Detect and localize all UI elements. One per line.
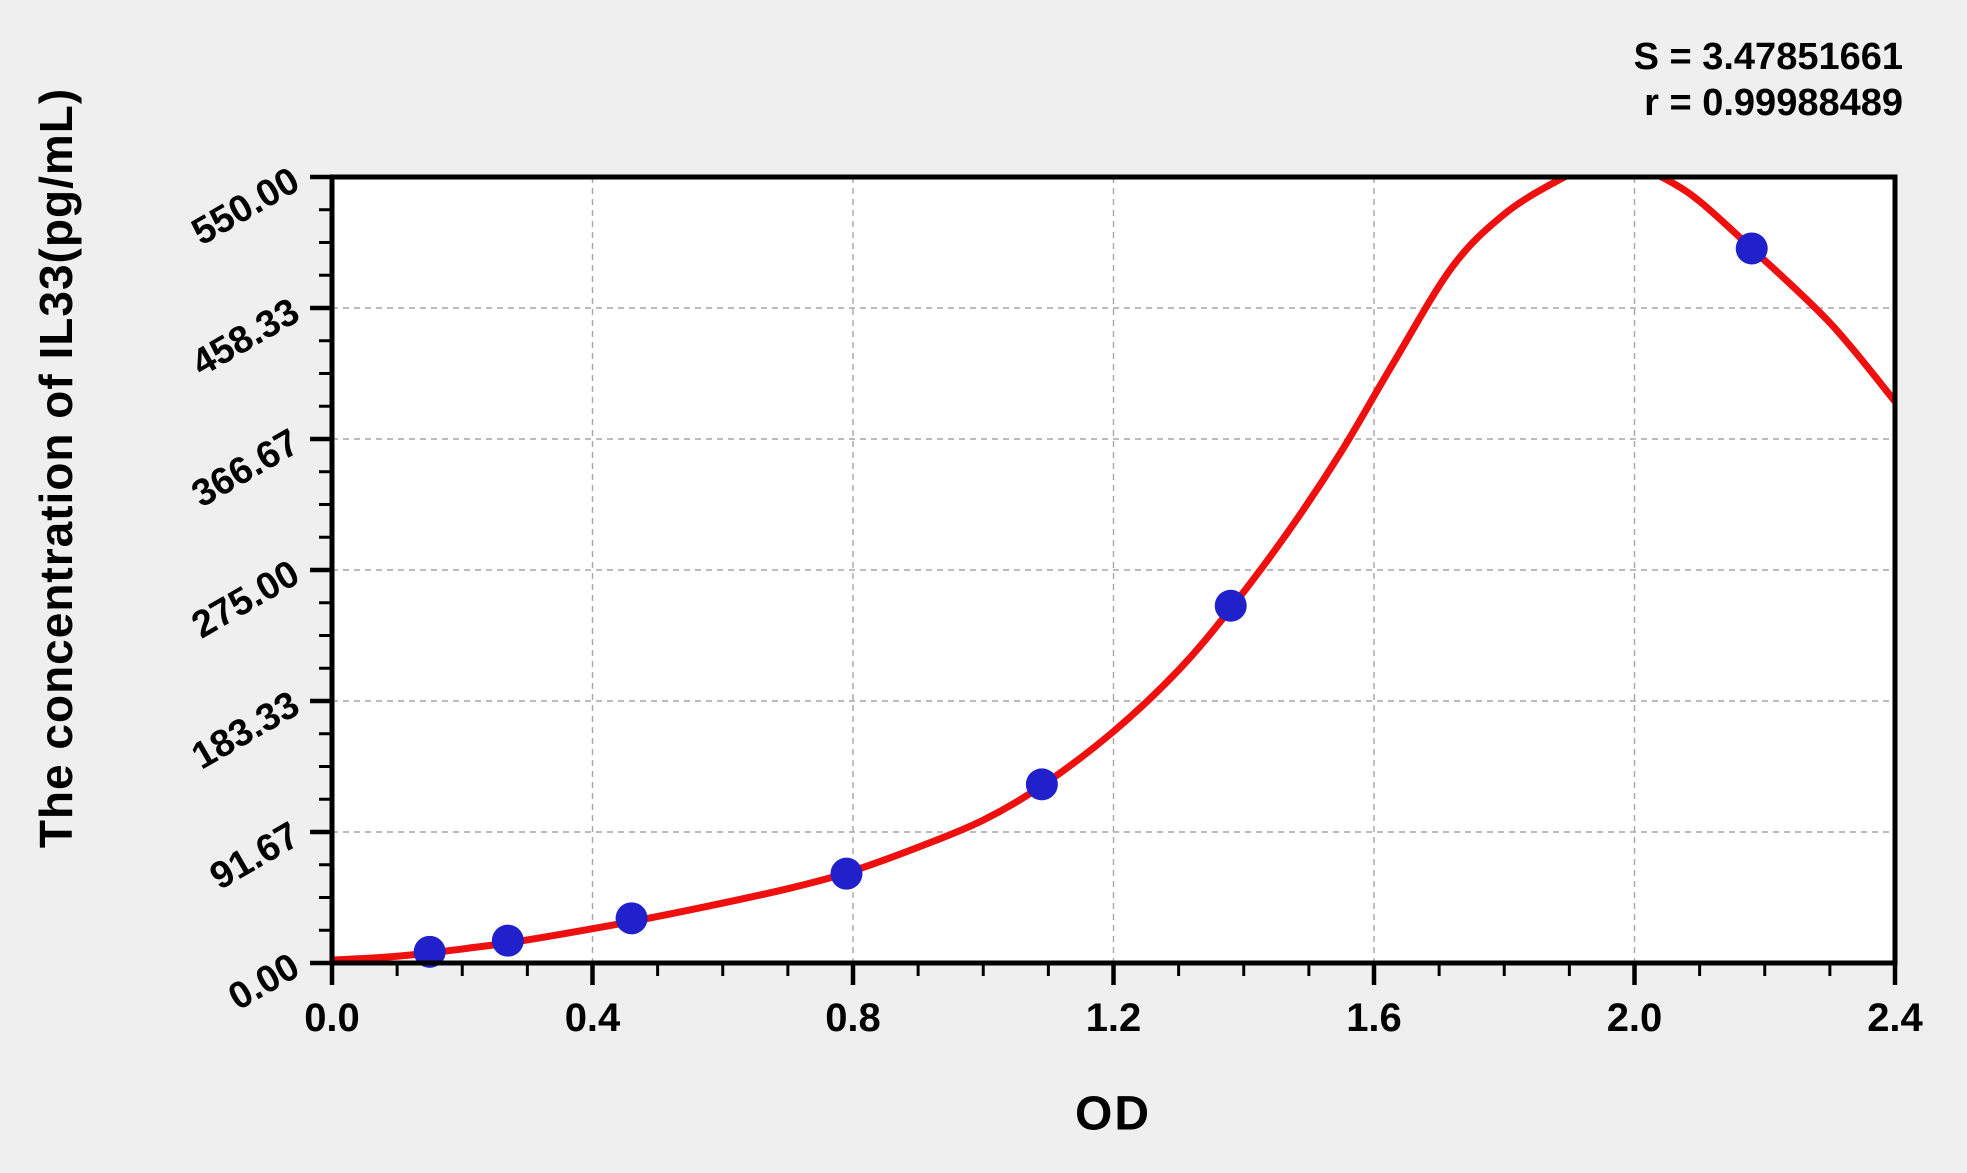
fit-statistics: S = 3.47851661 r = 0.99988489	[1634, 34, 1903, 126]
data-point	[1025, 768, 1058, 801]
y-tick-label: 0.00	[221, 945, 306, 1018]
y-tick-label: 183.33	[185, 683, 307, 777]
y-tick-label: 458.33	[185, 290, 307, 384]
data-point	[413, 935, 446, 968]
data-point	[1735, 232, 1768, 265]
x-tick-label: 0.8	[825, 996, 881, 1040]
data-point	[491, 924, 524, 957]
y-tick-label: 91.67	[203, 814, 306, 898]
x-tick-label: 2.4	[1867, 996, 1923, 1040]
x-axis-title: OD	[1075, 1087, 1151, 1141]
y-tick-label: 366.67	[185, 421, 307, 515]
x-tick-label: 1.2	[1086, 996, 1142, 1040]
y-tick-label: 275.00	[185, 552, 307, 646]
x-tick-label: 1.6	[1346, 996, 1402, 1040]
x-tick-label: 0.0	[304, 996, 360, 1040]
x-tick-label: 2.0	[1607, 996, 1663, 1040]
data-point	[1214, 589, 1247, 622]
data-point	[615, 902, 648, 935]
y-axis-title: The concentration of IL33(pg/mL)	[30, 87, 82, 849]
fit-statistic-r: r = 0.99988489	[1644, 82, 1903, 124]
data-point	[830, 857, 863, 890]
fit-statistic-s: S = 3.47851661	[1633, 36, 1903, 78]
x-tick-label: 0.4	[565, 996, 621, 1040]
y-tick-label: 550.00	[185, 159, 307, 253]
